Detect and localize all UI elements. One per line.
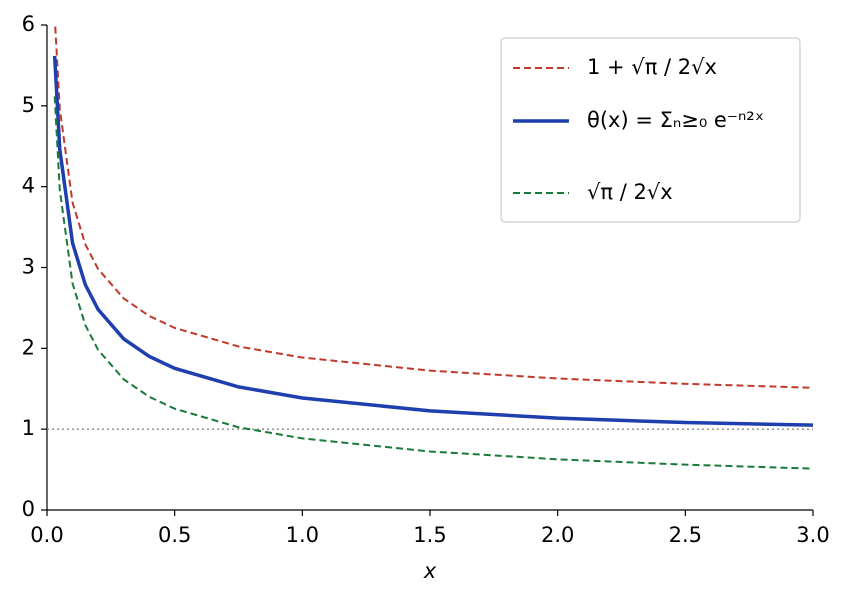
x-tick-label: 2.0	[541, 523, 574, 547]
x-tick-label: 1.0	[286, 523, 319, 547]
y-tick-label: 2	[22, 335, 35, 359]
y-tick-label: 3	[22, 255, 35, 279]
legend-label: √π / 2√x	[587, 180, 673, 204]
x-tick-label: 0.5	[158, 523, 191, 547]
y-tick-label: 1	[22, 416, 35, 440]
y-tick-label: 0	[22, 497, 35, 521]
x-tick-label: 0.0	[30, 523, 63, 547]
legend-box	[500, 37, 801, 223]
plot-area	[52, 25, 814, 470]
x-tick-label: 1.5	[413, 523, 446, 547]
x-tick-label: 2.5	[669, 523, 702, 547]
legend-label: 1 + √π / 2√x	[587, 55, 717, 79]
x-axis-label: x	[423, 559, 437, 583]
y-tick-label: 4	[22, 174, 35, 198]
series-line	[54, 25, 814, 389]
legend-label: θ(x) = Σₙ≥₀ e⁻ⁿ²ˣ	[587, 108, 764, 132]
series-line	[53, 96, 814, 470]
x-tick-label: 3.0	[796, 523, 829, 547]
y-tick-label: 5	[22, 93, 35, 117]
series-line	[52, 55, 814, 427]
y-tick-label: 6	[22, 12, 35, 36]
